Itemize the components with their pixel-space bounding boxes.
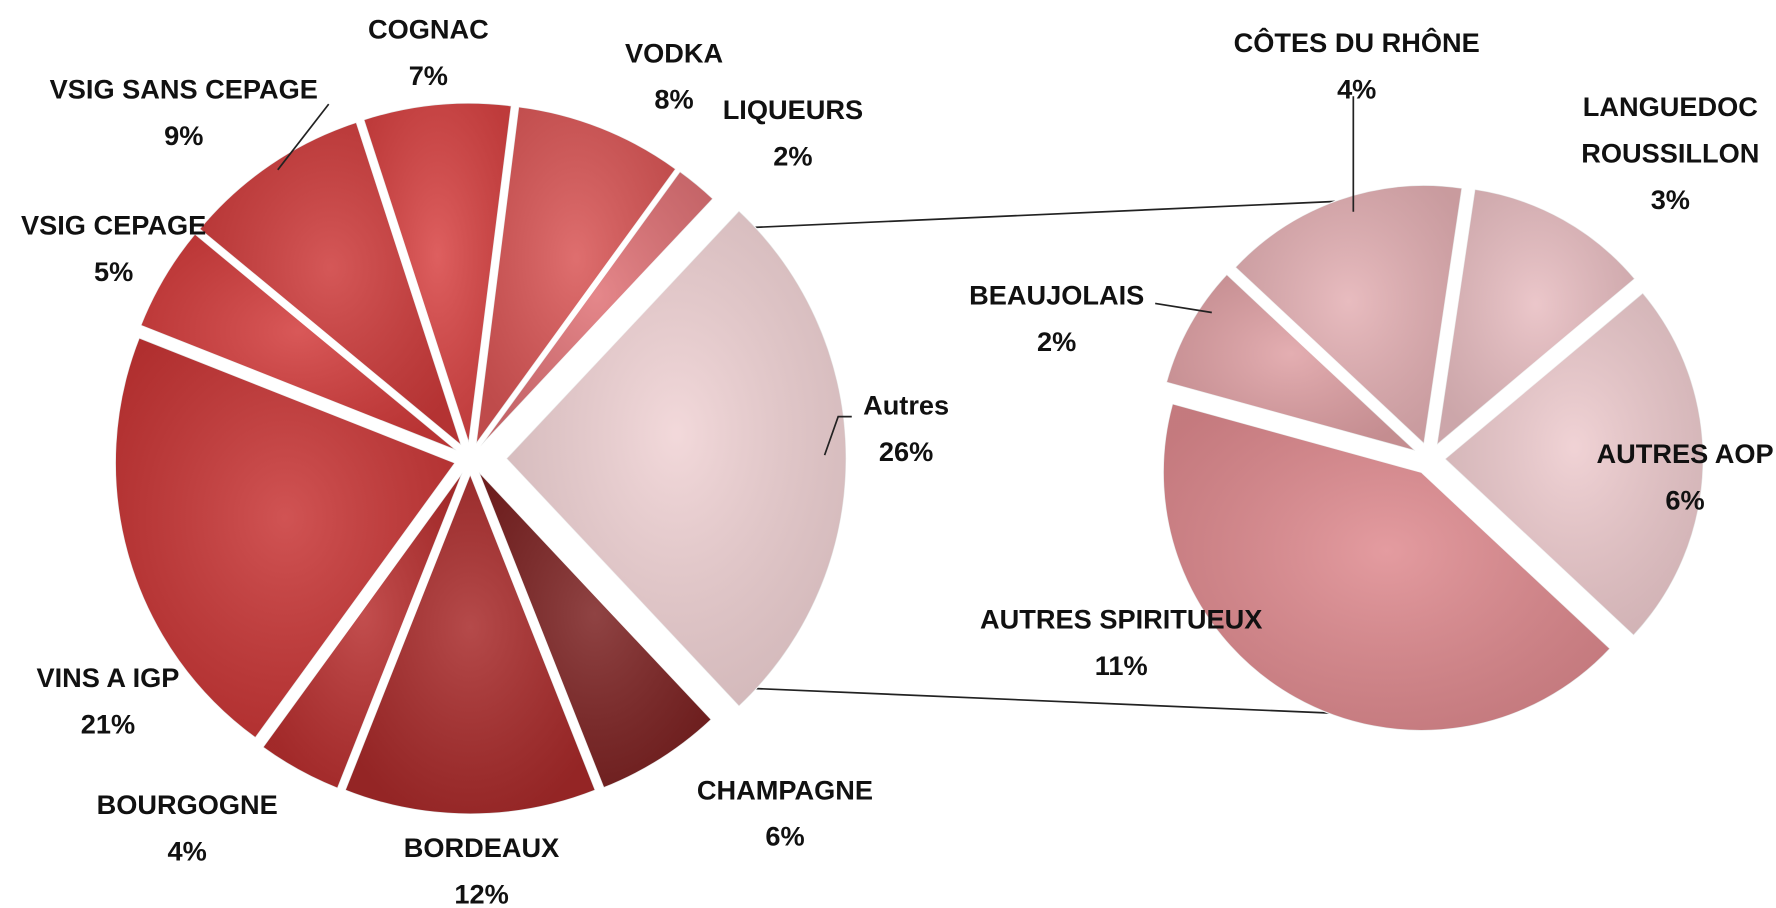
- data-label: AUTRES SPIRITUEUX 11%: [980, 597, 1262, 690]
- value-label: 8%: [654, 84, 694, 116]
- data-label: VODKA 8%: [625, 31, 723, 124]
- value-label: 21%: [80, 709, 136, 741]
- category-label: AUTRES AOP: [1596, 439, 1774, 470]
- value-label: 7%: [408, 61, 448, 92]
- data-label: BEAUJOLAIS 2%: [969, 273, 1144, 366]
- category-label: BEAUJOLAIS: [969, 280, 1145, 312]
- data-label: LIQUEURS 2%: [723, 87, 863, 180]
- category-label: COGNAC: [367, 14, 489, 46]
- value-label: 6%: [765, 821, 805, 853]
- category-label: LANGUEDOC ROUSSILLON: [1581, 92, 1760, 170]
- value-label: 12%: [454, 879, 509, 908]
- value-label: 2%: [773, 141, 813, 173]
- leader-line: [823, 415, 852, 456]
- category-label: VINS A IGP: [36, 663, 180, 695]
- value-label: 5%: [93, 257, 134, 288]
- data-label: CÔTES DU RHÔNE 4%: [1234, 20, 1480, 113]
- leader-line: [1155, 302, 1212, 314]
- category-label: CHAMPAGNE: [696, 775, 874, 807]
- value-label: 4%: [167, 836, 207, 868]
- data-label: CHAMPAGNE 6%: [697, 768, 873, 861]
- category-label: VSIG SANS CEPAGE: [49, 74, 318, 106]
- data-label: LANGUEDOC ROUSSILLON 3%: [1563, 84, 1776, 223]
- category-label: VODKA: [624, 38, 724, 70]
- category-label: CÔTES DU RHÔNE: [1233, 28, 1480, 59]
- value-label: 3%: [1650, 185, 1690, 216]
- data-label: VSIG CEPAGE 5%: [21, 203, 206, 296]
- data-label: VSIG SANS CEPAGE 9%: [50, 67, 318, 160]
- data-label: BORDEAUX 12%: [404, 825, 559, 908]
- value-label: 6%: [1665, 485, 1705, 517]
- category-label: VSIG CEPAGE: [20, 210, 207, 242]
- category-label: BORDEAUX: [403, 833, 560, 864]
- category-label: Autres: [863, 390, 950, 422]
- data-label: Autres 26%: [863, 383, 949, 476]
- category-label: BOURGOGNE: [96, 790, 278, 821]
- data-label: BOURGOGNE 4%: [97, 782, 278, 875]
- leader-line: [277, 103, 330, 171]
- value-label: 26%: [878, 437, 934, 468]
- data-label: VINS A IGP 21%: [36, 656, 179, 749]
- value-label: 9%: [164, 121, 204, 152]
- value-label: 11%: [1094, 650, 1148, 682]
- category-label: AUTRES SPIRITUEUX: [980, 604, 1263, 636]
- value-label: 2%: [1037, 327, 1077, 358]
- data-label: AUTRES AOP 6%: [1596, 431, 1773, 524]
- category-label: LIQUEURS: [722, 95, 864, 126]
- data-label: COGNAC 7%: [368, 7, 489, 100]
- value-label: 4%: [1337, 74, 1377, 106]
